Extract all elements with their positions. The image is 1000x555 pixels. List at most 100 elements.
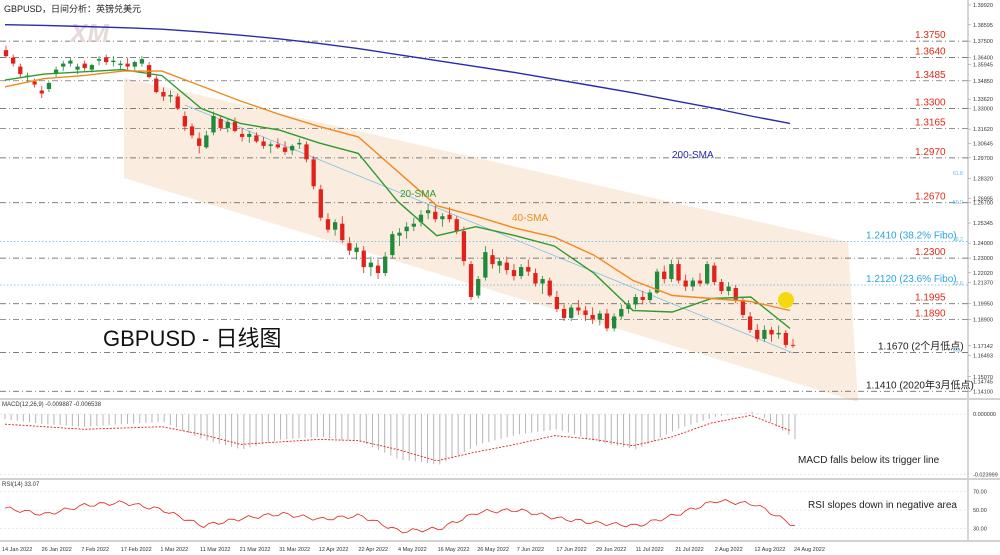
candle-body bbox=[411, 223, 416, 227]
date-tick-label: 12 Apr 2022 bbox=[319, 547, 349, 553]
candle-body bbox=[275, 144, 281, 148]
candle-body bbox=[118, 63, 123, 66]
macd-signal-line bbox=[4, 414, 791, 462]
candle-body bbox=[490, 255, 495, 265]
level-label: 1.1670 (2个月低点) bbox=[878, 339, 964, 352]
candle-body bbox=[447, 214, 452, 220]
candle-body bbox=[290, 145, 295, 151]
sma20-label: 20-SMA bbox=[400, 189, 436, 200]
candle-body bbox=[547, 280, 552, 296]
candle-body bbox=[239, 133, 245, 137]
candle-body bbox=[769, 329, 774, 335]
candle-body bbox=[361, 250, 366, 268]
rsi-panel: 70.00 50.00 30.00 bbox=[0, 480, 987, 540]
macd-annotation: MACD falls below its trigger line bbox=[798, 455, 940, 466]
level-label: 1.2410 (38.2% Fibo) bbox=[866, 231, 957, 242]
level-label: 1.1995 bbox=[915, 293, 946, 304]
candle-body bbox=[311, 159, 316, 187]
candle-body bbox=[590, 314, 595, 320]
candle-body bbox=[404, 226, 409, 232]
level-label: 1.3165 bbox=[915, 118, 946, 129]
candle-body bbox=[755, 329, 760, 339]
candle-body bbox=[139, 59, 145, 64]
macd-tick-label: 0.000000 bbox=[973, 412, 996, 418]
candle-body bbox=[204, 135, 209, 148]
candle-body bbox=[39, 90, 44, 94]
sma200-label: 200-SMA bbox=[672, 150, 714, 161]
candle-body bbox=[268, 144, 273, 146]
axis-tick-label: 1.21370 bbox=[973, 280, 993, 286]
date-tick-label: 26 Jan 2022 bbox=[42, 547, 72, 553]
candle-body bbox=[104, 57, 109, 63]
candle-body bbox=[483, 252, 488, 278]
candle-body bbox=[325, 219, 331, 230]
candle-body bbox=[211, 115, 216, 133]
candle-body bbox=[468, 264, 474, 298]
axis-tick-label: 1.14745 bbox=[973, 380, 993, 386]
candle-body bbox=[504, 262, 509, 271]
date-tick-label: 17 Jun 2022 bbox=[556, 547, 586, 553]
candle-body bbox=[526, 267, 531, 272]
axis-tick-label: 1.33000 bbox=[973, 106, 993, 112]
rsi-tick-label: 50.00 bbox=[973, 508, 987, 514]
candle-body bbox=[790, 344, 796, 346]
date-tick-label: 31 Mar 2022 bbox=[279, 547, 310, 553]
candle-body bbox=[375, 265, 381, 274]
candle-body bbox=[726, 286, 731, 292]
candle-body bbox=[354, 247, 359, 253]
candle-body bbox=[161, 92, 166, 97]
level-label: 1.3750 bbox=[915, 30, 946, 41]
candle-body bbox=[182, 115, 188, 127]
highlight-marker bbox=[778, 292, 794, 308]
date-tick-label: 17 Feb 2022 bbox=[121, 547, 152, 553]
candle-body bbox=[647, 292, 653, 300]
candle-body bbox=[175, 96, 180, 109]
axis-tick-label: 1.25345 bbox=[973, 221, 993, 227]
axis-tick-label: 1.23000 bbox=[973, 256, 993, 262]
level-label: 1.1890 bbox=[915, 308, 946, 319]
candle-body bbox=[61, 63, 66, 67]
candle-body bbox=[604, 313, 610, 329]
date-tick-label: 14 Jan 2022 bbox=[2, 547, 32, 553]
candle-body bbox=[53, 69, 59, 75]
date-tick-label: 16 May 2022 bbox=[438, 547, 470, 553]
axis-tick-label: 1.36400 bbox=[973, 56, 993, 62]
axis-tick-label: 1.33620 bbox=[973, 97, 993, 103]
candle-body bbox=[662, 271, 667, 280]
candle-body bbox=[340, 223, 345, 241]
main-label: GBPUSD - 日线图 bbox=[103, 326, 281, 351]
candle-body bbox=[418, 214, 424, 223]
axis-tick-label: 1.30645 bbox=[973, 142, 993, 148]
candle-body bbox=[32, 81, 37, 85]
macd-title: MACD(12,26,9) -0.009887 -0.006538 bbox=[2, 402, 102, 408]
date-tick-label: 7 Feb 2022 bbox=[81, 547, 109, 553]
candle-body bbox=[46, 83, 52, 90]
macd-panel: 0.000000 -0.023999 bbox=[0, 400, 998, 479]
level-label: 1.3485 bbox=[915, 70, 946, 81]
date-tick-label: 24 Aug 2022 bbox=[794, 547, 825, 553]
candle-body bbox=[762, 329, 767, 339]
level-label: 1.1410 (2020年3月低点) bbox=[866, 378, 974, 391]
candle-body bbox=[747, 316, 753, 330]
axis-tick-label: 1.29700 bbox=[973, 156, 993, 162]
level-label: 1.2970 bbox=[915, 147, 946, 158]
sma-line bbox=[4, 70, 791, 312]
candle-body bbox=[82, 63, 87, 69]
axis-tick-label: 1.26700 bbox=[973, 201, 993, 207]
candle-body bbox=[318, 189, 323, 218]
date-axis: 14 Jan 2022 26 Jan 2022 7 Feb 2022 17 Feb 2… bbox=[2, 547, 825, 553]
candle-body bbox=[511, 270, 517, 277]
candle-body bbox=[433, 211, 438, 220]
candle-body bbox=[297, 142, 302, 145]
candle-body bbox=[640, 297, 645, 300]
candle-body bbox=[247, 133, 252, 137]
candle-body bbox=[168, 95, 173, 97]
candle-body bbox=[733, 288, 738, 300]
date-tick-label: 11 Jul 2022 bbox=[636, 547, 664, 553]
candle-body bbox=[261, 141, 266, 146]
date-tick-label: 26 May 2022 bbox=[477, 547, 509, 553]
sma-line bbox=[4, 24, 791, 125]
candle-body bbox=[332, 222, 338, 230]
candle-body bbox=[540, 279, 545, 284]
